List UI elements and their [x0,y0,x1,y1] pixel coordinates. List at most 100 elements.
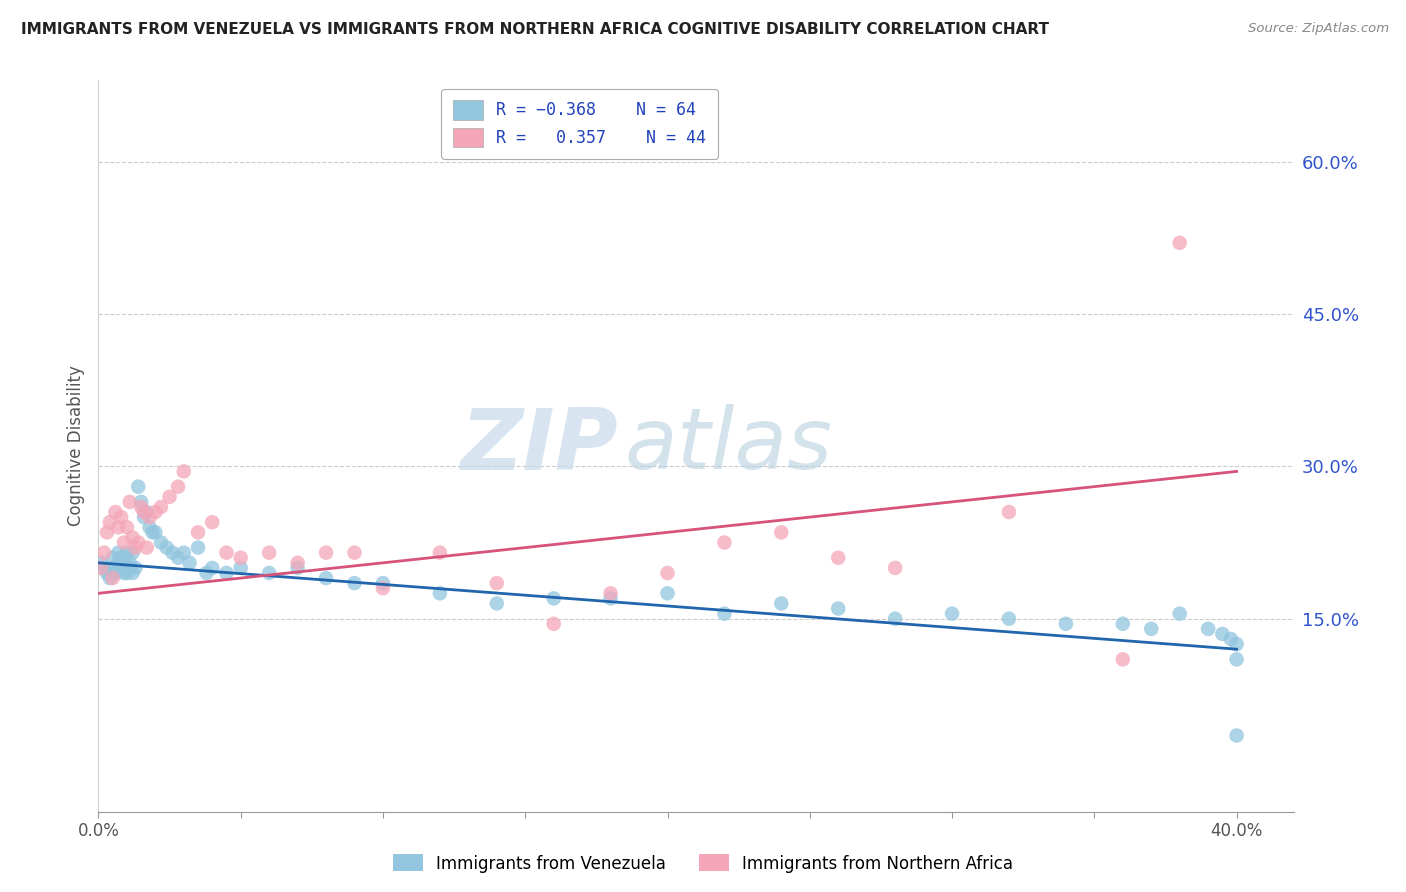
Point [135,505,157,519]
Point [107,556,129,570]
Y-axis label: Cognitive Disability: Cognitive Disability [66,366,84,526]
Point [93,561,115,575]
Point [129,495,152,509]
Point [143,505,166,519]
Point [371,581,394,595]
Point [257,566,280,580]
Point [713,535,735,549]
Point [112,535,135,549]
Point [429,546,451,560]
Point [101,561,124,575]
Point [127,480,149,494]
Point [343,576,366,591]
Point [543,591,565,606]
Point [121,546,143,560]
Point [429,586,451,600]
Point [90,556,112,570]
Point [201,561,224,575]
Point [110,550,132,565]
Point [543,616,565,631]
Point [257,546,280,560]
Text: ZIP: ZIP [461,404,619,488]
Point [770,597,793,611]
Point [118,495,141,509]
Point [101,571,124,585]
Point [121,566,143,580]
Point [343,546,366,560]
Point [112,566,135,580]
Point [127,535,149,549]
Point [215,566,238,580]
Point [104,505,127,519]
Point [770,525,793,540]
Point [187,525,209,540]
Point [132,510,155,524]
Point [229,550,252,565]
Point [90,561,112,575]
Point [179,556,201,570]
Point [159,490,181,504]
Point [96,525,118,540]
Point [118,561,141,575]
Point [1197,622,1219,636]
Point [135,541,157,555]
Point [998,505,1021,519]
Point [162,546,184,560]
Point [124,561,146,575]
Point [315,546,337,560]
Point [167,550,190,565]
Point [129,500,152,514]
Point [98,571,121,585]
Text: IMMIGRANTS FROM VENEZUELA VS IMMIGRANTS FROM NORTHERN AFRICA COGNITIVE DISABILIT: IMMIGRANTS FROM VENEZUELA VS IMMIGRANTS … [21,22,1049,37]
Point [827,550,849,565]
Point [1112,652,1135,666]
Point [315,571,337,585]
Point [138,510,160,524]
Point [1168,607,1191,621]
Point [112,556,135,570]
Point [121,530,143,544]
Point [115,546,138,560]
Point [1226,637,1249,651]
Point [1219,632,1241,646]
Point [104,566,127,580]
Point [110,510,132,524]
Point [107,520,129,534]
Point [98,515,121,529]
Point [150,535,173,549]
Point [195,566,218,580]
Point [1226,652,1249,666]
Point [713,607,735,621]
Point [101,550,124,565]
Point [143,525,166,540]
Point [1054,616,1077,631]
Point [1112,616,1135,631]
Point [132,505,155,519]
Point [998,612,1021,626]
Point [215,546,238,560]
Point [201,515,224,529]
Point [827,601,849,615]
Point [599,586,621,600]
Point [599,591,621,606]
Point [141,525,163,540]
Point [167,480,190,494]
Point [1226,729,1249,743]
Text: atlas: atlas [624,404,832,488]
Text: Source: ZipAtlas.com: Source: ZipAtlas.com [1249,22,1389,36]
Point [187,541,209,555]
Point [485,597,508,611]
Point [156,541,179,555]
Point [1211,627,1233,641]
Point [1140,622,1163,636]
Legend: Immigrants from Venezuela, Immigrants from Northern Africa: Immigrants from Venezuela, Immigrants fr… [385,847,1021,880]
Point [941,607,963,621]
Point [93,546,115,560]
Point [124,541,146,555]
Point [173,546,195,560]
Point [138,520,160,534]
Point [657,566,679,580]
Point [115,520,138,534]
Point [371,576,394,591]
Point [287,556,309,570]
